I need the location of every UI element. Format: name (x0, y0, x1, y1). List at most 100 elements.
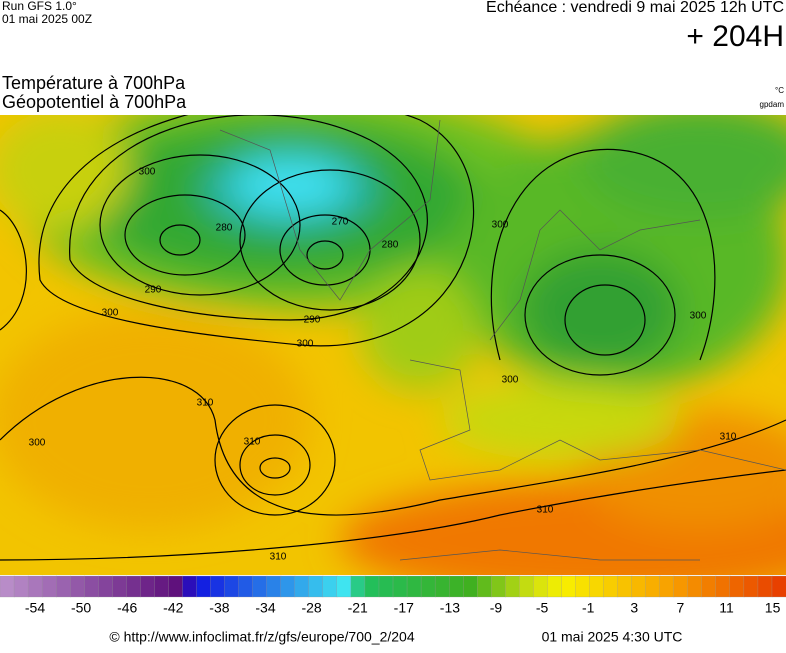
colorbar-swatch (336, 575, 352, 598)
colorbar-tick-label: -42 (163, 600, 183, 616)
colorbar-swatch (757, 575, 773, 598)
title-temperature: Température à 700hPa (2, 73, 186, 93)
contour-label: 310 (197, 398, 214, 409)
colorbar-swatch (547, 575, 563, 598)
colorbar-swatch (224, 575, 240, 598)
colorbar-tick-label: 3 (630, 600, 638, 616)
unit-temperature: °C (775, 86, 784, 95)
colorbar-swatch (617, 575, 633, 598)
colorbar-swatch (154, 575, 170, 598)
colorbar-swatch (575, 575, 591, 598)
colorbar-tick-label: -13 (440, 600, 460, 616)
colorbar-swatch (210, 575, 226, 598)
colorbar-swatch (631, 575, 647, 598)
colorbar-swatch (687, 575, 703, 598)
colorbar-swatch (701, 575, 717, 598)
colorbar-tick-label: -17 (394, 600, 414, 616)
contour-label: 310 (537, 505, 554, 516)
colorbar-swatch (392, 575, 408, 598)
colorbar-swatch (729, 575, 745, 598)
colorbar-swatch (420, 575, 436, 598)
contour-label: 300 (502, 375, 519, 386)
colorbar-swatch (308, 575, 324, 598)
contour-label: 300 (492, 220, 509, 231)
colorbar-swatch (0, 575, 15, 598)
colorbar-swatch (126, 575, 142, 598)
colorbar-swatch (715, 575, 731, 598)
contour-label: 290 (145, 285, 162, 296)
colorbar-swatch (406, 575, 422, 598)
unit-geopotential: gpdam (760, 100, 785, 109)
colorbar-swatch (168, 575, 184, 598)
colorbar-tick-label: 7 (677, 600, 685, 616)
colorbar-swatch (13, 575, 29, 598)
colorbar-swatch (70, 575, 85, 598)
contour-label: 300 (139, 167, 156, 178)
footer-issued: 01 mai 2025 4:30 UTC (542, 629, 683, 645)
colorbar-tick-label: -38 (209, 600, 229, 616)
colorbar-tick-label: 15 (765, 600, 781, 616)
contour-label: 300 (297, 339, 314, 350)
colorbar-swatch (645, 575, 661, 598)
colorbar-swatch (673, 575, 689, 598)
colorbar-swatch (27, 575, 43, 598)
contour-label: 290 (304, 315, 321, 326)
colorbar-swatch (266, 575, 282, 598)
footer-url: © http://www.infoclimat.fr/z/gfs/europe/… (109, 629, 414, 645)
colorbar-swatch (505, 575, 520, 598)
colorbar-swatch (659, 575, 675, 598)
contour-label: 280 (382, 240, 399, 251)
colorbar-swatch (112, 575, 127, 598)
colorbar (0, 575, 786, 598)
colorbar-swatch (519, 575, 535, 598)
colorbar-swatch (294, 575, 310, 598)
colorbar-swatch (743, 575, 759, 598)
colorbar-tick-label: -28 (301, 600, 321, 616)
colorbar-tick-label: -9 (490, 600, 503, 616)
contour-label: 310 (720, 432, 737, 443)
colorbar-tick-label: -5 (536, 600, 549, 616)
contour-label: 300 (690, 311, 707, 322)
run-date: 01 mai 2025 00Z (2, 12, 92, 26)
colorbar-tick-label: -50 (71, 600, 91, 616)
colorbar-swatch (140, 575, 156, 598)
isohypses (0, 115, 786, 561)
contour-label: 310 (270, 552, 287, 563)
lead-time: + 204H (686, 20, 784, 53)
colorbar-tick-label: -54 (25, 600, 45, 616)
colorbar-swatch (448, 575, 464, 598)
colorbar-swatch (280, 575, 296, 598)
colorbar-swatch (477, 575, 492, 598)
colorbar-tick-label: -21 (348, 600, 368, 616)
colorbar-swatch (378, 575, 394, 598)
colorbar-swatch (364, 575, 380, 598)
colorbar-swatch (589, 575, 605, 598)
colorbar-swatch (55, 575, 71, 598)
colorbar-swatch (41, 575, 57, 598)
run-label: Run GFS 1.0° (2, 0, 77, 13)
map: 300 280 290 300 270 280 290 300 300 300 300 310 310 3… (0, 115, 786, 575)
colorbar-swatch (350, 575, 366, 598)
colorbar-swatch (603, 575, 619, 598)
colorbar-swatch (771, 575, 786, 598)
coastlines (219, 119, 786, 561)
contour-labels: 300 280 290 300 270 280 290 300 300 300 300 310 310 3… (29, 167, 737, 563)
contour-label: 310 (244, 437, 261, 448)
contour-label: 270 (332, 217, 349, 228)
contour-label: 300 (29, 438, 46, 449)
colorbar-swatch (491, 575, 506, 598)
title-geopotential: Géopotentiel à 700hPa (2, 92, 187, 112)
colorbar-swatch (98, 575, 113, 598)
contour-label: 280 (216, 223, 233, 234)
colorbar-swatch (434, 575, 450, 598)
colorbar-swatch (196, 575, 212, 598)
colorbar-swatch (182, 575, 198, 598)
colorbar-swatch (322, 575, 338, 598)
colorbar-swatch (561, 575, 577, 598)
colorbar-swatch (533, 575, 549, 598)
colorbar-tick-label: -46 (117, 600, 137, 616)
echeance: Echéance : vendredi 9 mai 2025 12h UTC (486, 0, 784, 16)
colorbar-swatch (84, 575, 99, 598)
